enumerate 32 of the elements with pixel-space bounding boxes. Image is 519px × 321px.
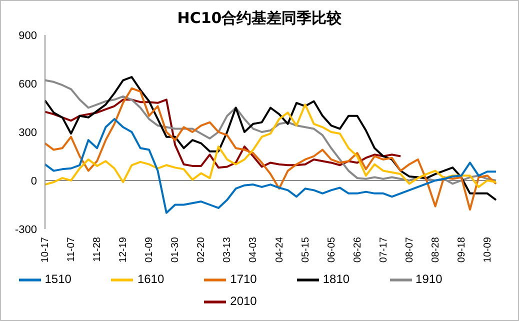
x-tick-label: 07-17 xyxy=(378,236,390,263)
x-tick-label: 08-28 xyxy=(430,236,442,263)
x-tick-label: 06-26 xyxy=(352,236,364,263)
x-tick-label: 01-09 xyxy=(144,236,156,263)
x-tick-label: 08-07 xyxy=(404,236,416,263)
line-series xyxy=(44,76,497,201)
x-tick-label: 05-15 xyxy=(300,236,312,263)
x-tick-label: 03-13 xyxy=(222,236,234,263)
y-tick-label: 900 xyxy=(18,30,37,42)
x-tick-label: 01-30 xyxy=(170,236,182,263)
legend-label: 1810 xyxy=(322,272,350,286)
line-series xyxy=(44,98,402,169)
y-tick-label: 600 xyxy=(18,78,37,90)
x-tick-label: 09-18 xyxy=(456,236,468,263)
x-tick-label: 06-05 xyxy=(326,236,338,263)
legend-label: 1610 xyxy=(137,272,164,286)
x-tick-label: 04-03 xyxy=(248,236,260,263)
chart-title: HC10合约基差同季比较 xyxy=(176,9,343,29)
legend-label: 1710 xyxy=(230,272,257,286)
legend-label: 1510 xyxy=(44,272,72,286)
y-tick-label: 0 xyxy=(30,175,37,188)
x-tick-label: 10-09 xyxy=(482,236,494,263)
x-tick-label: 12-19 xyxy=(118,236,130,263)
x-tick-label: 02-20 xyxy=(196,236,208,263)
x-tick-label: 04-24 xyxy=(274,236,286,263)
y-tick-label: -300 xyxy=(14,224,37,236)
x-tick-label: 10-17 xyxy=(40,236,52,263)
x-tick-label: 11-28 xyxy=(92,236,104,262)
legend-label: 1910 xyxy=(416,272,442,286)
y-tick-label: 300 xyxy=(18,126,37,139)
x-tick-label: 11-07 xyxy=(66,236,78,262)
legend-label: 2010 xyxy=(230,294,257,308)
